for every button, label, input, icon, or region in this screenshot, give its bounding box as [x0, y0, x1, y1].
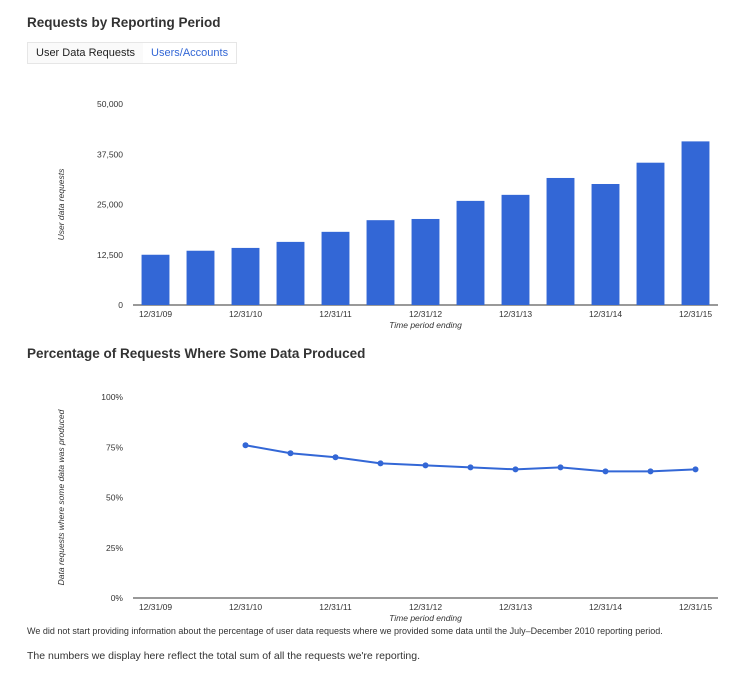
- bar: [591, 183, 620, 305]
- data-point: [602, 468, 609, 475]
- y-tick-label: 25%: [106, 543, 123, 553]
- chart-title-percentage: Percentage of Requests Where Some Data P…: [27, 346, 366, 361]
- y-tick-label: 100%: [101, 392, 123, 402]
- bar: [231, 247, 260, 305]
- data-point: [242, 442, 249, 449]
- x-tick-label: 12/31/15: [679, 602, 712, 612]
- bar: [456, 200, 485, 305]
- data-point: [377, 460, 384, 467]
- tab-bar: User Data Requests Users/Accounts: [27, 42, 238, 64]
- x-tick-label: 12/31/10: [229, 602, 262, 612]
- bar: [681, 141, 710, 305]
- x-tick-label: 12/31/11: [319, 602, 352, 612]
- x-tick-label: 12/31/12: [409, 309, 442, 319]
- y-tick-label: 0%: [111, 593, 124, 603]
- data-point: [692, 466, 699, 473]
- data-point: [557, 464, 564, 471]
- y-axis-title: User data requests: [56, 168, 66, 241]
- x-tick-label: 12/31/15: [679, 309, 712, 319]
- y-tick-label: 50%: [106, 493, 123, 503]
- y-tick-label: 0: [118, 300, 123, 310]
- y-tick-label: 75%: [106, 442, 123, 452]
- x-tick-label: 12/31/14: [589, 602, 622, 612]
- bar: [411, 218, 440, 305]
- bar: [321, 231, 350, 305]
- x-tick-label: 12/31/09: [139, 309, 172, 319]
- x-tick-label: 12/31/10: [229, 309, 262, 319]
- y-tick-label: 37,500: [97, 149, 123, 159]
- y-axis-title: Data requests where some data was produc…: [56, 409, 66, 585]
- x-tick-label: 12/31/13: [499, 602, 532, 612]
- bar: [276, 241, 305, 305]
- bar: [366, 220, 395, 305]
- bar: [546, 177, 575, 305]
- data-point: [332, 454, 339, 461]
- line-chart: 0% 25% 50% 75% 100% 12/31/09 12/31/10 12/31/11 1…: [56, 392, 718, 623]
- footnote: We did not start providing information a…: [27, 626, 663, 636]
- x-tick-label: 12/31/11: [319, 309, 352, 319]
- data-point: [422, 462, 429, 469]
- tab-users-accounts[interactable]: Users/Accounts: [151, 47, 229, 59]
- x-tick-label: 12/31/14: [589, 309, 622, 319]
- x-tick-label: 12/31/09: [139, 602, 172, 612]
- x-tick-label: 12/31/13: [499, 309, 532, 319]
- bar-chart: 0 12,500 25,000 37,500 50,000 12/31/09 12/31/1…: [56, 99, 718, 330]
- data-point: [647, 468, 654, 475]
- data-point: [512, 466, 519, 473]
- bar: [636, 162, 665, 305]
- tab-user-data-requests[interactable]: User Data Requests: [28, 43, 144, 63]
- summary-text: The numbers we display here reflect the …: [27, 650, 421, 662]
- x-tick-label: 12/31/12: [409, 602, 442, 612]
- x-axis-title: Time period ending: [389, 613, 462, 623]
- data-point: [287, 450, 294, 457]
- y-tick-label: 12,500: [97, 250, 123, 260]
- chart-title-requests: Requests by Reporting Period: [27, 15, 221, 30]
- bar: [141, 254, 170, 305]
- bar: [186, 250, 215, 305]
- bar: [501, 194, 530, 305]
- data-point: [467, 464, 474, 471]
- x-axis-title: Time period ending: [389, 320, 462, 330]
- y-tick-label: 25,000: [97, 200, 123, 210]
- y-tick-label: 50,000: [97, 99, 123, 109]
